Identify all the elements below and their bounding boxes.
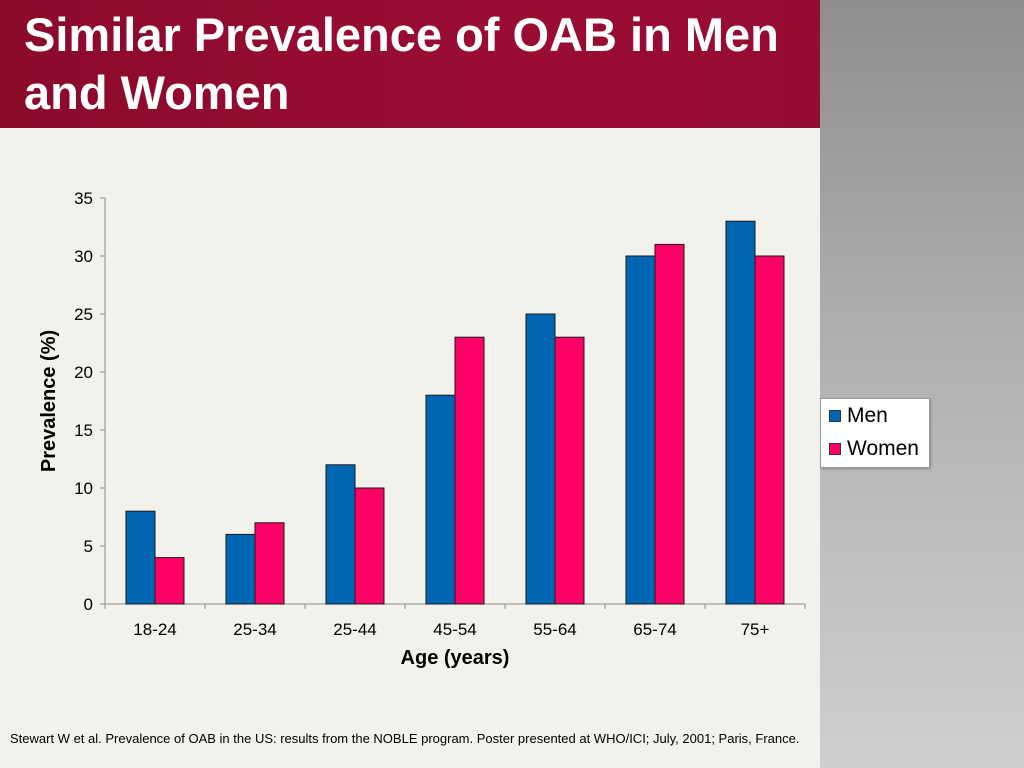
y-tick-label: 35 — [74, 189, 93, 208]
y-tick-label: 10 — [74, 479, 93, 498]
x-tick-label: 75+ — [741, 620, 770, 639]
bar-men-65-74 — [625, 255, 656, 605]
legend-swatch-women — [829, 443, 841, 455]
bar-women-25-34 — [254, 522, 285, 605]
x-tick-label: 65-74 — [633, 620, 676, 639]
bar-men-25-44 — [325, 464, 356, 605]
bar-women-18-24 — [154, 557, 185, 605]
bar-women-25-44 — [354, 487, 385, 605]
bar-women-55-64 — [554, 336, 585, 605]
y-tick-label: 20 — [74, 363, 93, 382]
x-axis-title: Age (years) — [401, 647, 510, 669]
y-tick-label: 25 — [74, 305, 93, 324]
y-tick-label: 15 — [74, 421, 93, 440]
chart-legend: Men Women — [820, 398, 930, 468]
legend-item-men: Men — [829, 404, 888, 428]
bar-men-45-54 — [425, 394, 456, 605]
y-tick-label: 0 — [84, 595, 93, 614]
legend-label-men: Men — [847, 404, 888, 427]
y-tick-label: 30 — [74, 247, 93, 266]
legend-swatch-men — [829, 410, 841, 422]
slide-title: Similar Prevalence of OAB in Men and Wom… — [24, 8, 779, 119]
bar-women-45-54 — [454, 336, 485, 605]
bar-men-55-64 — [525, 313, 556, 605]
bar-men-25-34 — [225, 533, 256, 605]
x-tick-label: 45-54 — [433, 620, 476, 639]
legend-item-women: Women — [829, 437, 919, 461]
x-tick-label: 18-24 — [133, 620, 176, 639]
y-axis-title: Prevalence (%) — [38, 330, 60, 472]
side-panel — [820, 0, 1024, 768]
x-tick-label: 55-64 — [533, 620, 576, 639]
x-tick-label: 25-34 — [233, 620, 276, 639]
bar-women-65-74 — [654, 243, 685, 605]
bar-women-75+ — [754, 255, 785, 605]
bar-men-75+ — [725, 220, 756, 605]
y-tick-label: 5 — [84, 537, 93, 556]
legend-label-women: Women — [847, 437, 919, 460]
bar-men-18-24 — [125, 510, 156, 605]
citation-text: Stewart W et al. Prevalence of OAB in th… — [10, 731, 800, 746]
title-banner: Similar Prevalence of OAB in Men and Wom… — [0, 0, 820, 128]
x-tick-label: 25-44 — [333, 620, 376, 639]
